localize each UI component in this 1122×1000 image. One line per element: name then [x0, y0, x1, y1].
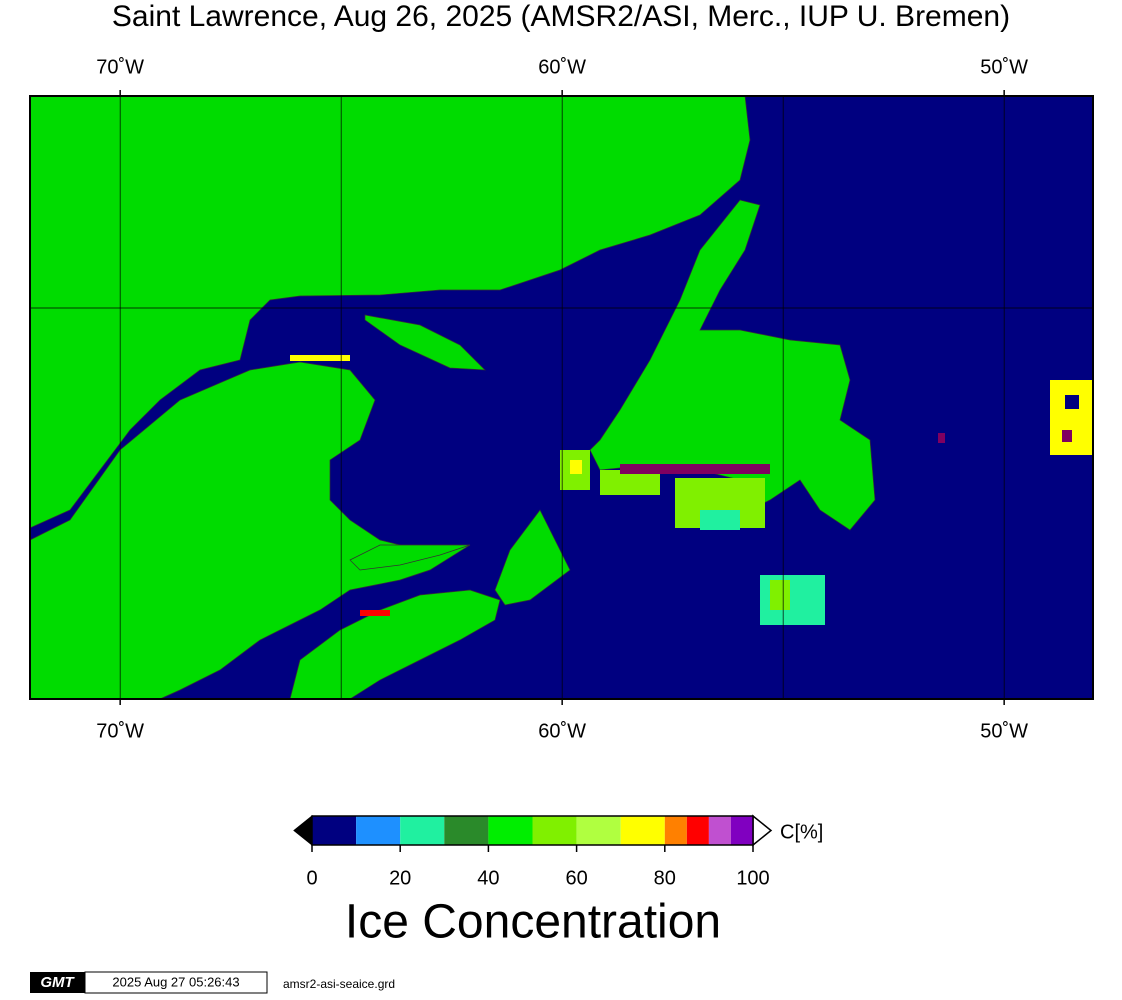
- land: [364, 314, 486, 371]
- land: [349, 544, 471, 571]
- x-tick-label-top: 70˚W: [96, 56, 144, 78]
- colorbar-bin: [444, 816, 489, 845]
- colorbar-frame: [311, 815, 754, 846]
- file-name: amsr2-asi-seaice.grd: [283, 977, 395, 991]
- colorbar-tick-label: 100: [736, 867, 769, 889]
- colorbar-bin: [356, 816, 401, 845]
- land: [289, 589, 501, 700]
- colorbar-bin: [664, 816, 687, 845]
- colorbar-bin: [576, 816, 621, 845]
- colorbar-tick-label: 0: [306, 867, 317, 889]
- x-tick-label-bottom: 60˚W: [538, 720, 586, 742]
- colorbar-unit: C[%]: [780, 821, 823, 843]
- colorbar-bin: [532, 816, 577, 845]
- grid: [119, 96, 1005, 699]
- land: [29, 95, 751, 529]
- timestamp-box: [84, 971, 268, 994]
- map: [29, 95, 1094, 700]
- timestamp: 2025 Aug 27 05:26:43: [112, 974, 239, 989]
- footer: GMT 2025 Aug 27 05:26:43 amsr2-asi-seaic…: [30, 971, 395, 994]
- colorbar-bin: [312, 816, 357, 845]
- colorbar-bin: [488, 816, 533, 845]
- colorbar-bin: [686, 816, 709, 845]
- title: Saint Lawrence, Aug 26, 2025 (AMSR2/ASI,…: [112, 0, 1010, 33]
- logo: GMT: [40, 974, 75, 991]
- colorbar-over: [752, 814, 773, 847]
- logo-box: [30, 972, 85, 993]
- land: [494, 509, 571, 606]
- land: [589, 199, 876, 531]
- x-tick-label-top: 60˚W: [538, 56, 586, 78]
- colorbar-bin: [400, 816, 445, 845]
- colorbar-tick-label: 20: [389, 867, 411, 889]
- colorbar-tick-label: 40: [477, 867, 499, 889]
- x-tick-label-top: 50˚W: [980, 56, 1028, 78]
- colorbar-bin: [708, 816, 731, 845]
- colorbar-bin: [620, 816, 665, 845]
- colorbar-under: [293, 814, 313, 847]
- colorbar: 0 20 40 60 80 100: [293, 814, 773, 889]
- colorbar-label: Ice Concentration: [345, 896, 721, 949]
- x-tick-label-bottom: 50˚W: [980, 720, 1028, 742]
- colorbar-tick-label: 80: [654, 867, 676, 889]
- ice-pixels: [290, 355, 1093, 625]
- x-tick-label-bottom: 70˚W: [96, 720, 144, 742]
- colorbar-bin: [730, 816, 753, 845]
- colorbar-tick-label: 60: [565, 867, 587, 889]
